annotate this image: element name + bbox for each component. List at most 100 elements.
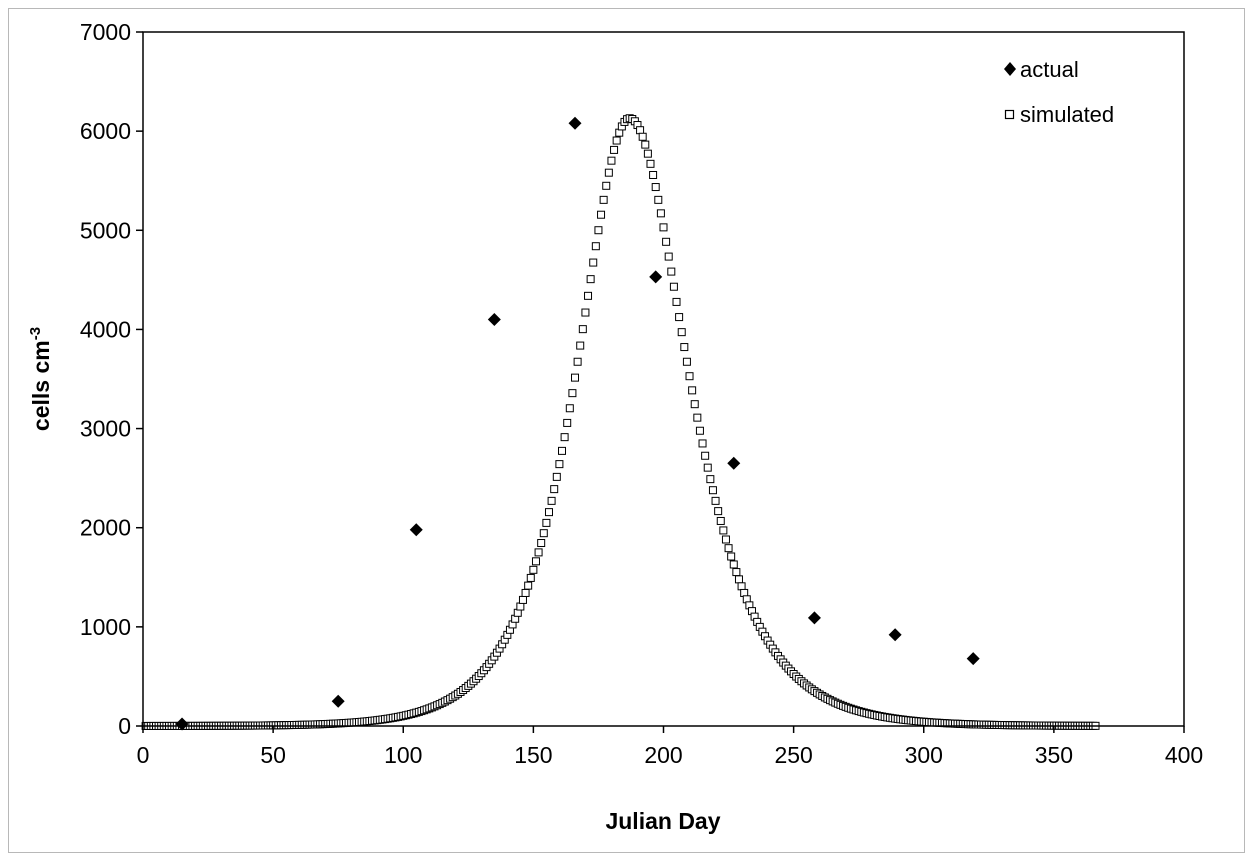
actual-point: [331, 694, 345, 708]
simulated-point: [547, 496, 556, 505]
series-simulated: [141, 114, 1100, 730]
simulated-point: [602, 181, 611, 190]
simulated-point: [568, 389, 577, 398]
simulated-point: [646, 159, 655, 168]
simulated-point: [589, 258, 598, 267]
simulated-point: [727, 552, 736, 561]
simulated-point: [688, 386, 697, 395]
simulated-point: [558, 446, 567, 455]
simulated-point: [669, 282, 678, 291]
chart-svg: 0 50 100 150 200 250 300 350 4000100020003000400…: [27, 19, 1203, 834]
x-tick-label: 350: [1035, 742, 1073, 768]
simulated-point: [690, 400, 699, 409]
simulated-point: [701, 451, 710, 460]
legend-marker-simulated: [1004, 109, 1015, 120]
series-actual: [175, 116, 980, 731]
simulated-point: [539, 529, 548, 538]
actual-point: [727, 456, 741, 470]
simulated-point: [714, 507, 723, 516]
simulated-point: [529, 565, 538, 574]
simulated-point: [656, 209, 665, 218]
simulated-point: [654, 195, 663, 204]
simulated-point: [599, 195, 608, 204]
simulated-point: [531, 557, 540, 566]
simulated-point: [563, 418, 572, 427]
simulated-point: [573, 357, 582, 366]
simulated-point: [641, 140, 650, 149]
y-axis-title-main: cells cm: [28, 340, 54, 431]
actual-point: [888, 628, 902, 642]
simulated-point: [695, 426, 704, 435]
ticks-layer: 0 50 100 150 200 250 300 350 4000100020003000400…: [80, 19, 1203, 768]
simulated-point: [693, 413, 702, 422]
simulated-point: [581, 308, 590, 317]
simulated-point: [604, 168, 613, 177]
y-tick-label: 7000: [80, 19, 131, 45]
simulated-point: [667, 267, 676, 276]
simulated-point: [721, 535, 730, 544]
simulated-point: [576, 341, 585, 350]
simulated-point: [643, 149, 652, 158]
actual-point: [175, 717, 189, 731]
simulated-point: [664, 252, 673, 261]
x-tick-label: 0: [137, 742, 150, 768]
actual-point: [487, 313, 501, 327]
x-axis-title: Julian Day: [605, 808, 720, 834]
simulated-point: [552, 472, 561, 481]
simulated-point: [526, 573, 535, 582]
y-axis-title: cells cm-3: [27, 327, 54, 431]
simulated-point: [698, 439, 707, 448]
y-tick-label: 5000: [80, 217, 131, 243]
x-tick-label: 200: [644, 742, 682, 768]
simulated-point: [638, 132, 647, 141]
actual-point: [409, 523, 423, 537]
x-tick-label: 150: [514, 742, 552, 768]
simulated-point: [586, 275, 595, 284]
simulated-point: [716, 516, 725, 525]
y-tick-label: 1000: [80, 614, 131, 640]
simulated-point: [672, 297, 681, 306]
simulated-point: [612, 136, 621, 145]
actual-point: [807, 611, 821, 625]
legend-marker-actual: [1004, 62, 1016, 76]
simulated-point: [565, 404, 574, 413]
y-tick-label: 4000: [80, 316, 131, 342]
chart-frame: 0 50 100 150 200 250 300 350 400 0 1000 2000 3000 400…: [8, 8, 1245, 853]
simulated-point: [524, 581, 533, 590]
simulated-point: [729, 560, 738, 569]
simulated-point: [662, 237, 671, 246]
legend-label-simulated: simulated: [1020, 102, 1114, 127]
simulated-point: [732, 568, 741, 577]
simulated-point: [555, 460, 564, 469]
x-tick-label: 100: [384, 742, 422, 768]
simulated-point: [534, 548, 543, 557]
plot-area: [142, 31, 1185, 727]
axes-layer: [142, 31, 1185, 727]
simulated-point: [682, 357, 691, 366]
x-tick-label: 50: [260, 742, 286, 768]
y-tick-label: 0: [118, 713, 131, 739]
x-tick-label: 250: [774, 742, 812, 768]
y-tick-label: 3000: [80, 416, 131, 442]
simulated-point: [537, 539, 546, 548]
x-tick-label: 300: [905, 742, 943, 768]
y-axis-title-superscript: -3: [27, 327, 44, 340]
actual-point: [649, 270, 663, 284]
simulated-point: [607, 156, 616, 165]
simulated-point: [578, 325, 587, 334]
simulated-point: [560, 433, 569, 442]
simulated-point: [516, 602, 525, 611]
simulated-point: [550, 485, 559, 494]
simulated-point: [659, 223, 668, 232]
actual-point: [568, 116, 582, 130]
simulated-point: [680, 343, 689, 352]
simulated-point: [711, 496, 720, 505]
simulated-point: [571, 373, 580, 382]
simulated-point: [597, 210, 606, 219]
simulated-point: [708, 486, 717, 495]
y-tick-label: 6000: [80, 118, 131, 144]
simulated-point: [724, 544, 733, 553]
simulated-point: [703, 463, 712, 472]
x-tick-label: 400: [1165, 742, 1203, 768]
simulated-point: [542, 518, 551, 527]
